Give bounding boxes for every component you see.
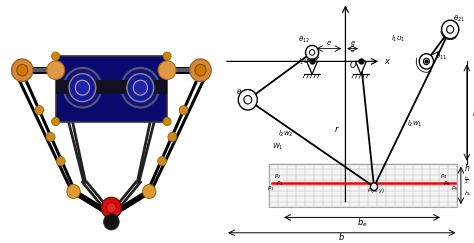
Circle shape bbox=[190, 59, 211, 81]
Circle shape bbox=[447, 26, 454, 33]
Circle shape bbox=[101, 197, 121, 218]
Circle shape bbox=[143, 184, 156, 199]
Circle shape bbox=[46, 132, 55, 142]
Circle shape bbox=[238, 89, 257, 110]
Text: $l_2w_1$: $l_2w_1$ bbox=[407, 118, 423, 129]
Circle shape bbox=[419, 54, 434, 69]
Text: $P_5$: $P_5$ bbox=[443, 179, 450, 188]
Text: $P_1$: $P_1$ bbox=[267, 185, 274, 193]
Circle shape bbox=[158, 156, 166, 166]
Circle shape bbox=[127, 74, 154, 102]
Text: $\theta_{12}$: $\theta_{12}$ bbox=[298, 35, 310, 45]
Text: $P_6$: $P_6$ bbox=[451, 185, 459, 193]
Text: $h$: $h$ bbox=[464, 162, 470, 173]
Text: $l_1u_1$: $l_1u_1$ bbox=[391, 34, 405, 44]
Text: $l_1u_2$: $l_1u_2$ bbox=[298, 57, 312, 67]
Circle shape bbox=[179, 105, 188, 115]
Text: $P_4$: $P_4$ bbox=[440, 172, 448, 181]
Text: $e$: $e$ bbox=[349, 39, 356, 47]
Text: $\theta_{21}$: $\theta_{21}$ bbox=[453, 13, 465, 24]
Circle shape bbox=[306, 45, 319, 60]
Text: $\theta_{11}$: $\theta_{11}$ bbox=[435, 52, 447, 62]
Circle shape bbox=[11, 59, 33, 81]
Text: $P_2$: $P_2$ bbox=[274, 172, 281, 181]
Circle shape bbox=[64, 68, 101, 107]
Circle shape bbox=[370, 183, 378, 191]
Text: $\theta_{22}$: $\theta_{22}$ bbox=[236, 88, 248, 98]
Circle shape bbox=[163, 52, 171, 60]
Circle shape bbox=[121, 68, 159, 107]
Text: $\frac{h}{2}$: $\frac{h}{2}$ bbox=[464, 174, 469, 186]
Circle shape bbox=[17, 64, 28, 76]
Circle shape bbox=[423, 58, 429, 65]
Bar bbox=[56, 79, 167, 94]
Circle shape bbox=[67, 184, 80, 199]
Text: $e$: $e$ bbox=[326, 39, 332, 47]
Text: $O$: $O$ bbox=[349, 59, 357, 70]
Circle shape bbox=[158, 61, 176, 79]
Text: $l_2w_2$: $l_2w_2$ bbox=[278, 113, 292, 122]
Circle shape bbox=[75, 80, 90, 95]
Bar bbox=[269, 164, 457, 207]
Circle shape bbox=[107, 203, 116, 213]
Polygon shape bbox=[307, 61, 318, 74]
Circle shape bbox=[52, 117, 60, 126]
Text: $b_e$: $b_e$ bbox=[357, 216, 367, 229]
Text: $b$: $b$ bbox=[338, 231, 346, 243]
Text: $W_1$: $W_1$ bbox=[272, 141, 283, 152]
Circle shape bbox=[69, 74, 96, 102]
Circle shape bbox=[310, 50, 315, 55]
Text: $x$: $x$ bbox=[383, 57, 391, 66]
Text: $H$: $H$ bbox=[472, 107, 474, 118]
Text: $l_2w_2$: $l_2w_2$ bbox=[278, 129, 293, 139]
Circle shape bbox=[52, 52, 60, 60]
Circle shape bbox=[47, 61, 64, 79]
Circle shape bbox=[442, 20, 459, 39]
Circle shape bbox=[168, 132, 177, 142]
Circle shape bbox=[195, 64, 206, 76]
Text: $P(x, y)$: $P(x, y)$ bbox=[367, 186, 385, 195]
Circle shape bbox=[133, 80, 147, 95]
Circle shape bbox=[163, 117, 171, 126]
Circle shape bbox=[35, 105, 44, 115]
Circle shape bbox=[104, 214, 119, 230]
Circle shape bbox=[244, 95, 252, 104]
Polygon shape bbox=[356, 61, 366, 74]
Text: $P_3$: $P_3$ bbox=[276, 179, 283, 188]
Text: $r$: $r$ bbox=[334, 124, 339, 134]
Bar bbox=[56, 56, 167, 122]
Circle shape bbox=[56, 156, 65, 166]
Text: $h_c$: $h_c$ bbox=[464, 189, 472, 198]
